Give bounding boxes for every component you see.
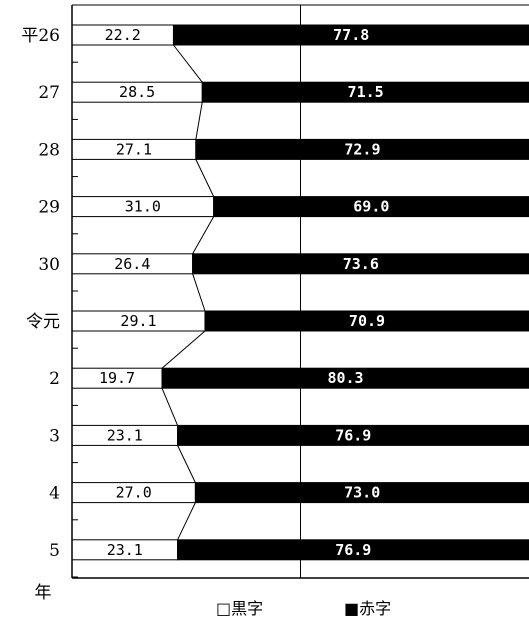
y-tick-label-6: 2 xyxy=(49,369,60,389)
y-tick-label-2: 28 xyxy=(38,140,60,160)
bar-deficit-5 xyxy=(204,310,529,332)
connector-4 xyxy=(192,273,206,312)
label-surplus-4: 26.4 xyxy=(114,255,150,273)
label-surplus-2: 27.1 xyxy=(116,140,152,158)
y-tick-label-3: 29 xyxy=(38,198,60,218)
y-tick-label-0: 平26 xyxy=(21,26,60,46)
label-deficit-8: 73.0 xyxy=(344,484,380,502)
connector-5 xyxy=(161,330,206,369)
label-surplus-1: 28.5 xyxy=(119,83,155,101)
connector-2 xyxy=(195,159,215,197)
label-deficit-5: 70.9 xyxy=(349,312,385,330)
connector-3 xyxy=(192,216,215,255)
label-surplus-8: 27.0 xyxy=(116,484,152,502)
label-deficit-7: 76.9 xyxy=(335,426,371,444)
label-surplus-5: 29.1 xyxy=(120,312,156,330)
y-tick-label-8: 4 xyxy=(49,484,60,504)
label-deficit-3: 69.0 xyxy=(353,198,389,216)
y-axis-unit-label: 年 xyxy=(35,583,52,603)
legend-item-surplus: □黒字 xyxy=(216,599,263,618)
y-tick-labels: 平26 27 28 29 30 令元 2 3 4 5 xyxy=(21,26,60,561)
y-tick-label-9: 5 xyxy=(49,541,60,561)
y-axis xyxy=(71,4,529,579)
bar-deficit-6 xyxy=(161,367,529,389)
y-tick-label-5: 令元 xyxy=(26,312,60,332)
bar-deficit-2 xyxy=(195,138,529,160)
legend-item-deficit: ■赤字 xyxy=(344,599,391,618)
connector-1 xyxy=(195,102,203,140)
bar-deficit-1 xyxy=(201,81,529,103)
label-deficit-9: 76.9 xyxy=(335,541,371,559)
label-deficit-0: 77.8 xyxy=(333,26,369,44)
label-deficit-4: 73.6 xyxy=(343,255,379,273)
label-surplus-7: 23.1 xyxy=(107,426,143,444)
connector-8 xyxy=(177,502,196,541)
label-surplus-9: 23.1 xyxy=(107,541,143,559)
y-tick-label-1: 27 xyxy=(38,83,60,103)
bar-deficit-7 xyxy=(177,424,529,446)
bar-deficit-9 xyxy=(177,539,529,561)
label-surplus-3: 31.0 xyxy=(125,198,161,216)
label-surplus-6: 19.7 xyxy=(99,369,135,387)
label-surplus-0: 22.2 xyxy=(105,26,141,44)
connector-6 xyxy=(161,388,179,426)
connector-7 xyxy=(177,445,196,483)
connector-lines xyxy=(161,44,215,541)
label-deficit-1: 71.5 xyxy=(348,83,384,101)
bars-layer: 22.2 77.8 28.5 71.5 27.1 72.9 31.0 69.0 26.4 73.6… xyxy=(71,24,529,561)
label-deficit-6: 80.3 xyxy=(327,369,363,387)
y-tick-label-7: 3 xyxy=(49,426,60,446)
y-tick-label-4: 30 xyxy=(38,255,60,275)
connector-0 xyxy=(173,44,203,83)
label-deficit-2: 72.9 xyxy=(344,140,380,158)
